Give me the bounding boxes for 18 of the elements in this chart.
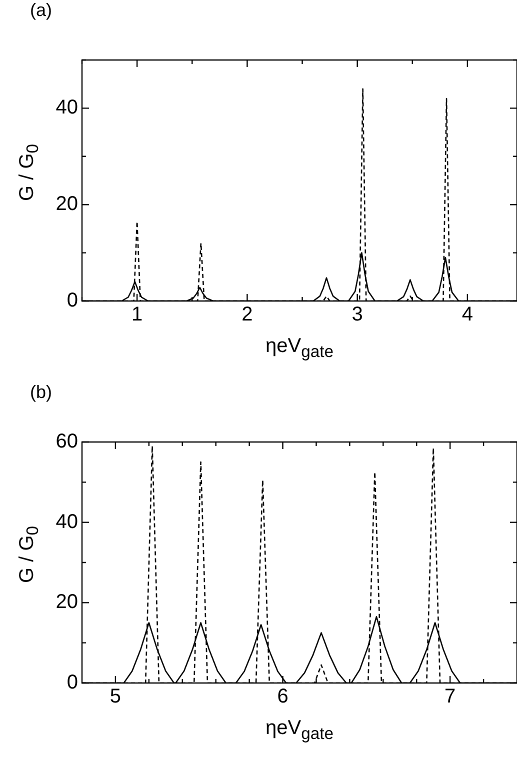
y-tick-label: 60: [56, 430, 78, 453]
x-axis-title: ηeV$_{gate}$: [264, 717, 334, 744]
x-tick-label: 5: [110, 686, 122, 708]
x-tick-label: 1: [132, 304, 143, 326]
y-tick-label: 20: [56, 193, 78, 216]
y-tick-label: 0: [66, 290, 78, 312]
chart-title: (b): [30, 382, 52, 403]
x-tick-label: 4: [462, 304, 474, 326]
y-tick-label: 0: [66, 672, 78, 694]
x-tick-label: 7: [444, 686, 456, 708]
chart-title: (a): [30, 0, 52, 21]
y-tick-label: 40: [56, 510, 78, 533]
x-axis-title: ηeV$_{gate}$: [264, 335, 334, 362]
x-tick-label: 2: [242, 304, 253, 326]
x-tick-label: 6: [277, 686, 288, 708]
x-tick-label: 3: [352, 304, 363, 326]
y-tick-label: 40: [56, 96, 78, 119]
y-tick-label: 20: [56, 591, 78, 614]
